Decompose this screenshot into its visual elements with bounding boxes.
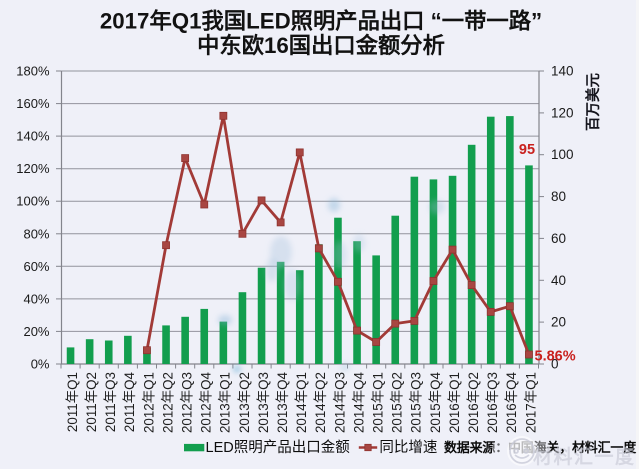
svg-text:2015年Q2: 2015年Q2 [390, 372, 405, 433]
svg-text:20: 20 [551, 315, 566, 330]
svg-text:2014年Q2: 2014年Q2 [313, 372, 328, 433]
svg-text:100%: 100% [16, 194, 50, 209]
svg-text:40: 40 [551, 273, 566, 288]
svg-text:2013年Q2: 2013年Q2 [237, 372, 252, 433]
svg-text:20%: 20% [23, 324, 49, 339]
svg-text:2016年Q2: 2016年Q2 [466, 372, 481, 433]
svg-text:中东欧16国出口金额分析: 中东欧16国出口金额分析 [197, 32, 445, 58]
svg-text:60%: 60% [23, 259, 49, 274]
svg-text:2011年Q2: 2011年Q2 [84, 372, 99, 432]
svg-text:140%: 140% [16, 129, 50, 144]
svg-text:2016年Q3: 2016年Q3 [485, 372, 500, 433]
svg-text:160%: 160% [16, 96, 50, 111]
svg-text:80%: 80% [23, 226, 49, 241]
svg-text:80: 80 [551, 189, 566, 204]
svg-text:2011年Q1: 2011年Q1 [65, 372, 80, 432]
svg-text:2012年Q2: 2012年Q2 [160, 372, 175, 433]
svg-text:2015年Q4: 2015年Q4 [428, 371, 443, 433]
svg-text:120: 120 [551, 105, 574, 120]
svg-text:2014年Q1: 2014年Q1 [294, 372, 309, 433]
svg-text:2011年Q4: 2011年Q4 [122, 371, 137, 432]
svg-text:百万美元: 百万美元 [584, 73, 602, 131]
svg-text:2013年Q3: 2013年Q3 [256, 372, 271, 433]
svg-text:材料汇一度: 材料汇一度 [533, 445, 636, 468]
svg-text:2015年Q1: 2015年Q1 [371, 372, 386, 433]
svg-text:2013年Q1: 2013年Q1 [218, 372, 233, 433]
svg-text:LED照明产品出口金额: LED照明产品出口金额 [206, 439, 351, 456]
svg-text:2015年Q3: 2015年Q3 [409, 372, 424, 433]
svg-text:2012年Q3: 2012年Q3 [180, 372, 195, 433]
svg-text:40%: 40% [23, 291, 49, 306]
svg-text:2016年Q4: 2016年Q4 [504, 371, 519, 433]
svg-text:100: 100 [551, 147, 574, 162]
svg-text:数据来源：中国海关，材料汇一度: 数据来源：中国海关，材料汇一度 [444, 440, 637, 455]
svg-text:2014年Q3: 2014年Q3 [332, 372, 347, 433]
svg-text:2014年Q4: 2014年Q4 [351, 371, 366, 433]
svg-text:2016年Q1: 2016年Q1 [447, 372, 462, 433]
svg-text:140: 140 [551, 64, 574, 79]
svg-text:5.86%: 5.86% [535, 349, 576, 365]
svg-text:120%: 120% [16, 161, 50, 176]
svg-text:2012年Q1: 2012年Q1 [141, 372, 156, 433]
svg-text:2013年Q4: 2013年Q4 [275, 371, 290, 433]
svg-text:60: 60 [551, 231, 566, 246]
svg-text:0%: 0% [31, 357, 50, 372]
svg-text:95: 95 [519, 142, 535, 158]
svg-text:2011年Q3: 2011年Q3 [103, 372, 118, 432]
svg-text:180%: 180% [16, 64, 50, 79]
svg-text:2017年Q1: 2017年Q1 [523, 372, 538, 433]
svg-text:同比增速: 同比增速 [379, 439, 437, 456]
svg-text:2017年Q1我国LED照明产品出口 “一带一路”: 2017年Q1我国LED照明产品出口 “一带一路” [100, 8, 542, 34]
svg-text:2012年Q4: 2012年Q4 [199, 371, 214, 433]
svg-text:0: 0 [551, 357, 559, 372]
